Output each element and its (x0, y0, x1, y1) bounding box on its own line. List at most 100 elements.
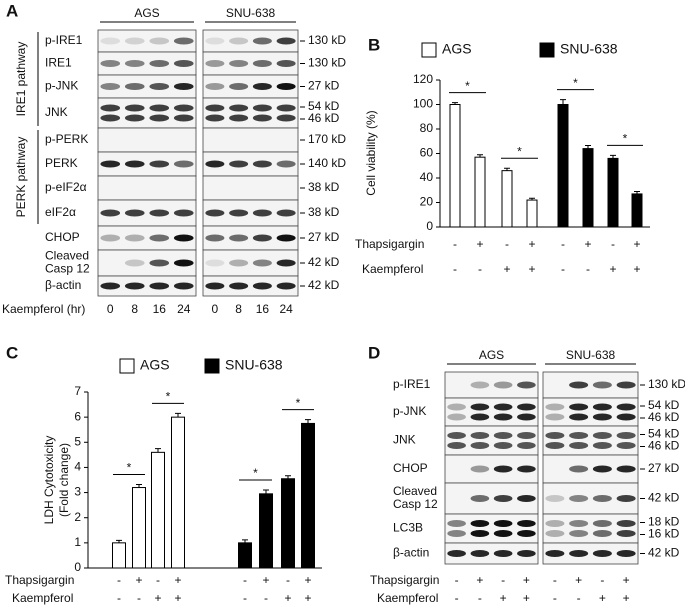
band (252, 104, 272, 112)
treatment-sign: - (117, 573, 121, 587)
size-label: 27 kD (308, 79, 340, 93)
lane-label: 8 (131, 302, 138, 316)
row-label: JNK (393, 433, 416, 447)
band (229, 114, 249, 122)
significance-label: * (465, 79, 470, 93)
treatment-sign: - (478, 591, 482, 605)
treatment-sign: + (304, 591, 311, 605)
band (276, 160, 296, 168)
band (276, 37, 296, 45)
row-label: p-IRE1 (45, 33, 83, 47)
band (124, 83, 145, 90)
lane-label: 16 (256, 302, 270, 316)
band (100, 282, 121, 290)
band (517, 413, 536, 421)
lane-label: 24 (279, 302, 293, 316)
band (493, 381, 513, 389)
band (173, 234, 194, 242)
band (470, 465, 490, 473)
y-tick-label: 0 (74, 560, 81, 574)
row-label: p-JNK (393, 404, 426, 418)
size-label: 42 kD (308, 255, 340, 269)
band (124, 160, 145, 168)
band (592, 495, 612, 502)
treatment-sign: - (453, 262, 457, 276)
error-bar (155, 448, 161, 453)
y-tick-label: 40 (420, 170, 434, 184)
lane-label: 0 (212, 302, 219, 316)
band (616, 530, 636, 537)
panel-label: B (368, 35, 380, 54)
legend-swatch (539, 42, 555, 58)
band (517, 520, 536, 527)
band (470, 530, 490, 537)
error-bar (634, 190, 640, 194)
band (616, 432, 636, 439)
band (173, 209, 194, 217)
significance-label: * (623, 132, 628, 146)
band (470, 432, 490, 439)
band (616, 381, 636, 389)
significance-label: * (253, 466, 258, 480)
blot-box (444, 397, 539, 427)
y-tick-label: 0 (426, 219, 433, 233)
band (493, 530, 513, 537)
band (569, 432, 589, 439)
band (276, 104, 296, 112)
band (517, 495, 536, 502)
significance-label: * (517, 144, 522, 158)
band (205, 60, 225, 67)
legend-label: AGS (442, 41, 472, 57)
significance-label: * (127, 461, 132, 475)
band (447, 432, 466, 439)
row-label: JNK (45, 105, 68, 119)
y-axis-label: (Fold change) (57, 443, 71, 517)
bar (112, 542, 126, 569)
band (517, 550, 536, 557)
band (616, 520, 636, 527)
bar (582, 148, 594, 228)
treatment-sign: + (528, 237, 535, 251)
band (149, 37, 170, 45)
band (470, 550, 490, 557)
bar (259, 493, 273, 569)
row-label: Cleaved (393, 484, 437, 498)
row-label: p-PERK (45, 132, 88, 146)
treatment-sign: + (174, 573, 181, 587)
band (616, 413, 636, 421)
band (149, 209, 170, 217)
band (493, 413, 513, 421)
band (124, 259, 145, 267)
row-label: Casp 12 (45, 262, 90, 276)
blot-box (542, 513, 639, 544)
band (100, 104, 121, 112)
treatment-label: Thapsigargin (5, 573, 74, 587)
error-bar (529, 197, 535, 201)
band (569, 413, 589, 421)
blot-box (542, 425, 639, 456)
bar (281, 478, 295, 569)
treatment-sign: - (286, 573, 290, 587)
band (545, 520, 565, 527)
treatment-sign: - (243, 573, 247, 587)
blot-box (202, 275, 299, 297)
band (149, 104, 170, 112)
band (276, 60, 296, 67)
bar (238, 542, 252, 569)
blot-box (542, 397, 639, 427)
band (252, 37, 272, 45)
treatment-sign: - (505, 237, 509, 251)
treatment-sign: - (137, 591, 141, 605)
band (100, 160, 121, 168)
band (100, 83, 121, 90)
legend-label: SNU-638 (225, 357, 283, 373)
band (124, 234, 145, 242)
treatment-sign: + (500, 591, 507, 605)
treatment-label: Thapsigargin (355, 237, 424, 251)
treatment-sign: + (523, 591, 530, 605)
y-tick-label: 2 (74, 510, 81, 524)
lane-label: 8 (235, 302, 242, 316)
group-header: SNU-638 (566, 348, 616, 362)
band (569, 520, 589, 527)
